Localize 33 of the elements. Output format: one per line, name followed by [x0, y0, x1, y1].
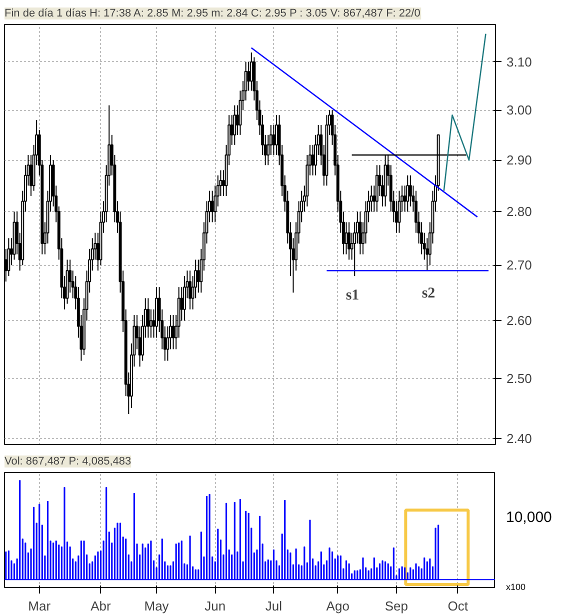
y-tick-label: 2.60	[506, 313, 532, 328]
line-series	[443, 33, 486, 192]
chart-title: Vol: 867,487 P: 4,085,483	[4, 456, 132, 468]
candlestick	[233, 104, 236, 146]
y-tick-label: 2.80	[506, 204, 532, 220]
x-tick-label: Abr	[90, 598, 112, 614]
x-tick-label: Jul	[265, 598, 282, 614]
candlestick	[275, 114, 278, 156]
candlestick	[188, 270, 192, 310]
candlestick	[146, 298, 150, 338]
candlestick	[272, 124, 276, 156]
chart-title: Fin de día 1 días H: 17:38 A: 2.85 M: 2.95 m: 2.84 C: 2.95 P : 3.05 V: 867,487 F: 22/0	[4, 8, 420, 20]
x-tick-label: Ago	[326, 598, 350, 614]
y-tick-label: 2.40	[506, 430, 532, 446]
annotation: s2	[422, 286, 436, 302]
x-tick-label: Sep	[384, 598, 408, 614]
y-tick-label: 2.90	[506, 152, 532, 168]
annotation: s1	[346, 288, 360, 304]
x-tick-label: Mar	[28, 598, 52, 614]
text: x100	[506, 581, 526, 594]
x-tick-label: Oct	[448, 598, 468, 614]
text: 10,000	[506, 508, 552, 528]
candlestick	[406, 174, 410, 212]
y-tick-label: 3.10	[506, 54, 532, 70]
y-tick-label: 2.50	[506, 370, 532, 386]
candlestick	[30, 154, 32, 196]
x-tick-label: Jun	[204, 598, 226, 614]
y-tick-label: 2.70	[506, 258, 532, 273]
candlestick	[149, 308, 152, 338]
candlestick	[358, 211, 362, 255]
candlestick	[348, 222, 351, 260]
y-tick-label: 3.00	[506, 102, 532, 118]
x-tick-label: May	[144, 598, 170, 614]
